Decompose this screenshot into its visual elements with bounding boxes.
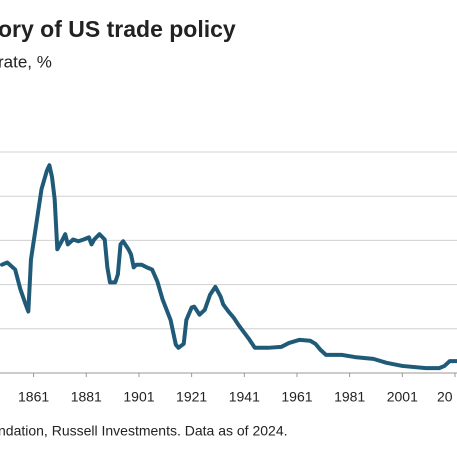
x-tick-label: 1901 <box>123 389 154 405</box>
chart-subtitle: rate, % <box>0 52 52 71</box>
x-tick-label: 1861 <box>18 389 49 405</box>
x-tick-label: 20 <box>437 389 453 405</box>
x-tick-label: 1981 <box>334 389 365 405</box>
x-tick-label: 1921 <box>176 389 207 405</box>
x-tick-label: 1961 <box>281 389 312 405</box>
data-line <box>0 163 457 371</box>
chart-title: ory of US trade policy <box>0 16 236 42</box>
x-tick-label: 2001 <box>387 389 418 405</box>
source-note: ndation, Russell Investments. Data as of… <box>0 423 288 439</box>
x-tick-label: 1881 <box>71 389 102 405</box>
x-tick-label: 1941 <box>229 389 260 405</box>
